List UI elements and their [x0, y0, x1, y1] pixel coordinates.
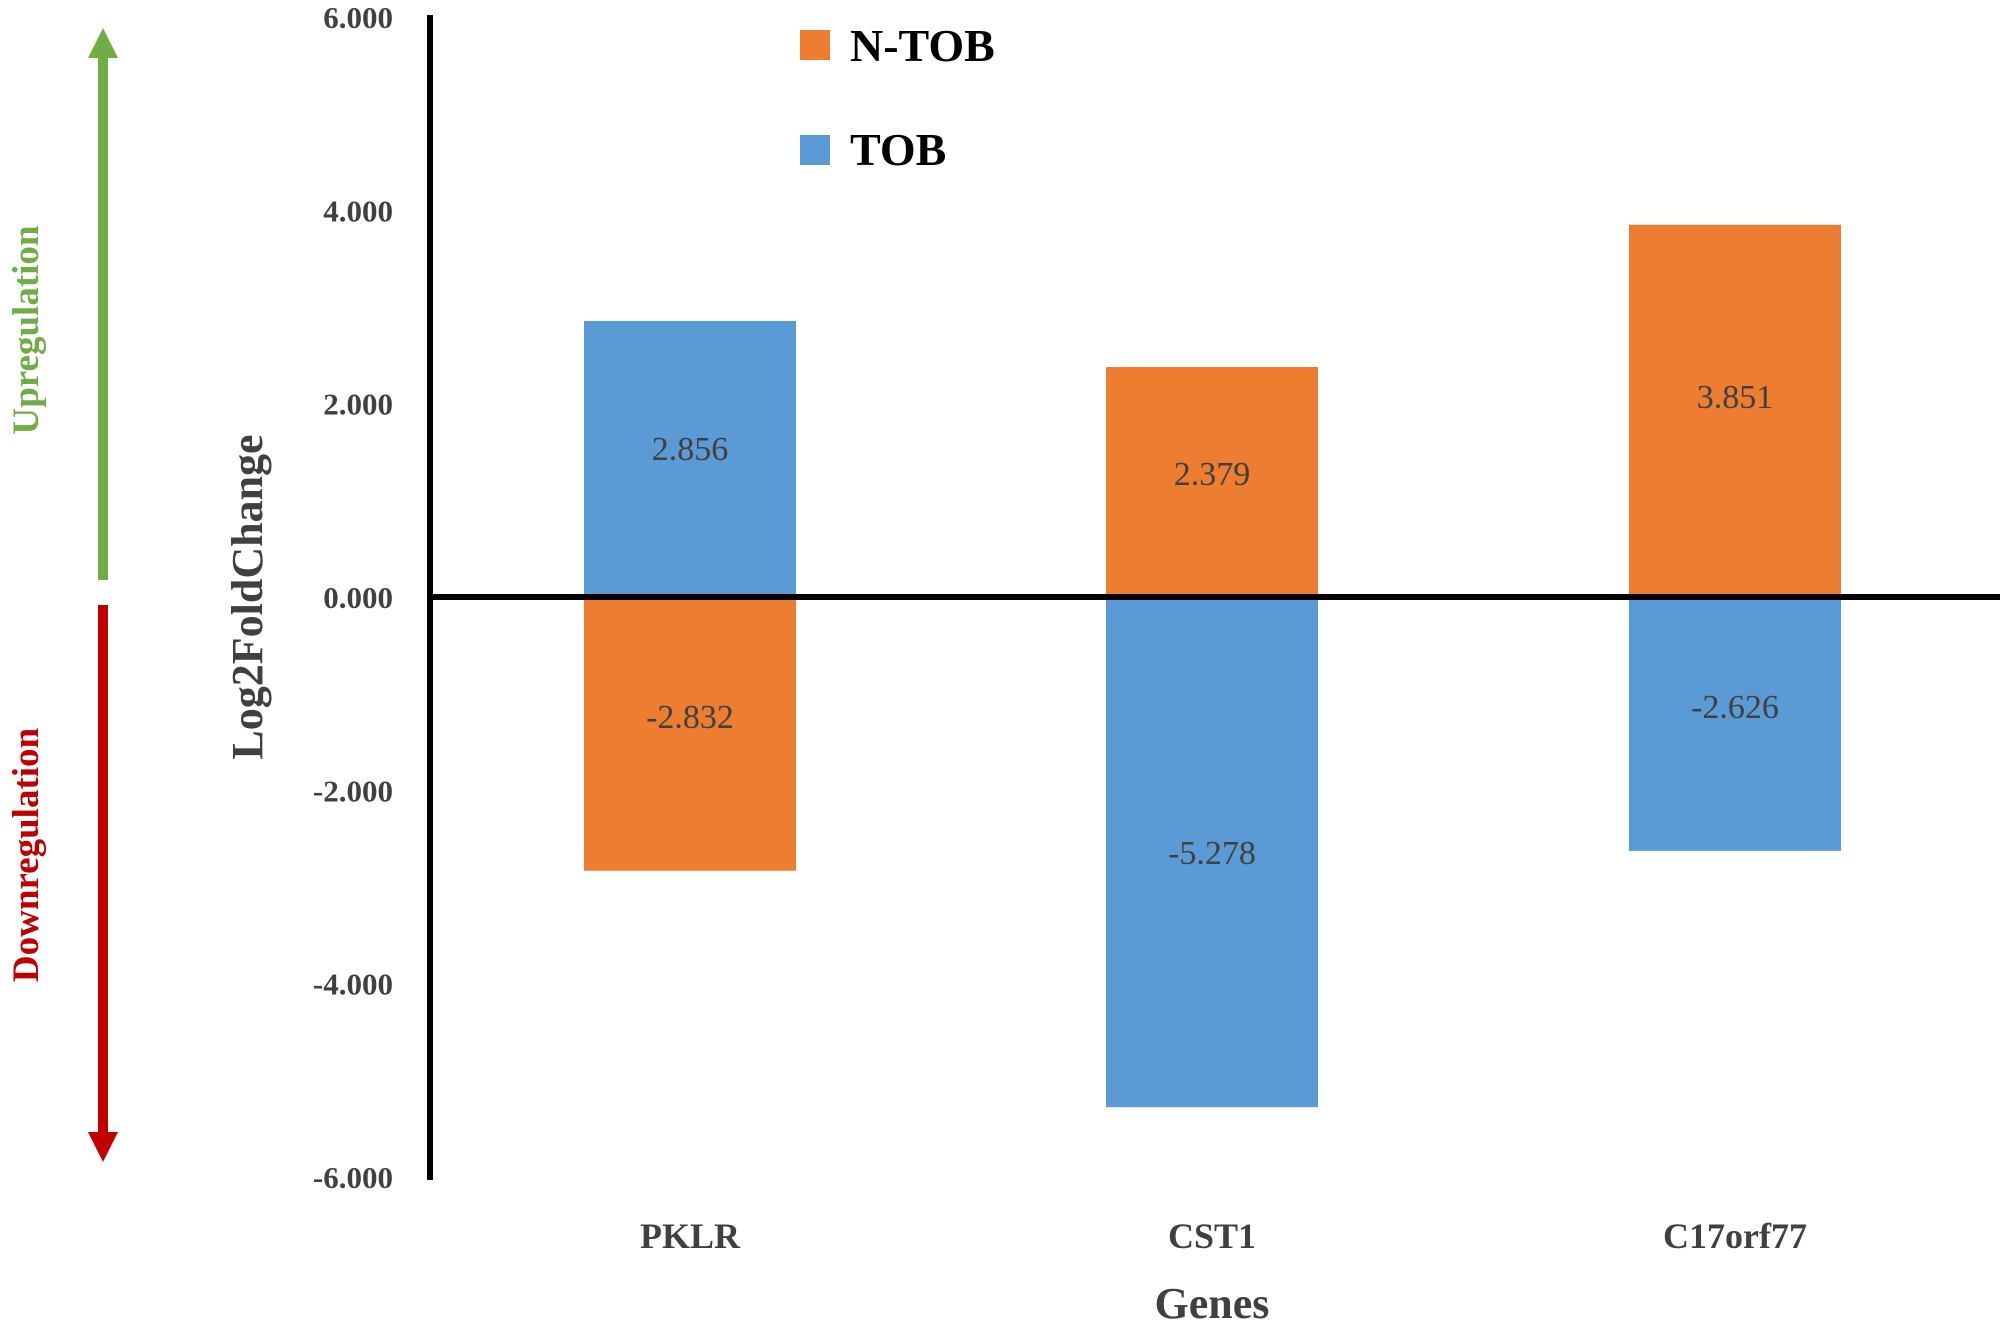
bar-tob-pklr — [584, 320, 796, 597]
data-label-tob-c17orf77: -2.626 — [1691, 689, 1779, 726]
x-axis-title: Genes — [1155, 1279, 1270, 1325]
y-tick-label: -6.000 — [313, 1160, 393, 1195]
data-label-tob-pklr: 2.856 — [652, 431, 729, 468]
downregulation-label: Downregulation — [6, 727, 47, 982]
y-tick-label: 2.000 — [323, 387, 393, 422]
data-label-n-tob-cst1: 2.379 — [1174, 456, 1251, 493]
data-label-tob-cst1: -5.278 — [1168, 835, 1256, 872]
bar-tob-cst1 — [1106, 597, 1318, 1108]
legend-swatch-tob — [800, 135, 830, 165]
upregulation-label: Upregulation — [6, 225, 47, 434]
bar-tob-c17orf77 — [1629, 597, 1841, 851]
upregulation-arrow — [88, 28, 118, 580]
legend-swatch-n-tob — [800, 30, 830, 60]
legend-label-tob: TOB — [850, 124, 946, 175]
category-label-pklr: PKLR — [640, 1216, 741, 1256]
bar-n-tob-c17orf77 — [1629, 224, 1841, 597]
y-axis-title: Log2FoldChange — [223, 434, 272, 759]
bar-n-tob-cst1 — [1106, 367, 1318, 597]
category-label-c17orf77: C17orf77 — [1663, 1216, 1807, 1256]
data-label-n-tob-pklr: -2.832 — [646, 699, 734, 736]
y-tick-label: -4.000 — [313, 967, 393, 1002]
legend-label-n-tob: N-TOB — [850, 20, 995, 71]
data-label-n-tob-c17orf77: 3.851 — [1697, 379, 1774, 416]
y-tick-label: 0.000 — [323, 580, 393, 615]
y-tick-label: 6.000 — [323, 0, 393, 35]
legend: N-TOB TOB — [800, 20, 995, 175]
downregulation-arrow — [88, 605, 118, 1162]
bar-n-tob-pklr — [584, 597, 796, 871]
category-label-cst1: CST1 — [1168, 1216, 1256, 1256]
y-tick-label: -2.000 — [313, 773, 393, 808]
y-tick-label: 4.000 — [323, 193, 393, 228]
